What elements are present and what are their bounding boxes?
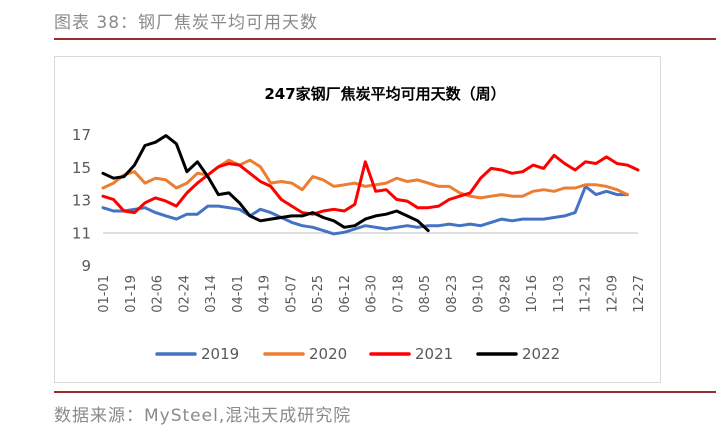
x-tick-label: 06-12: [338, 275, 353, 313]
legend-label-2019: 2019: [201, 345, 239, 363]
x-tick-label: 03-14: [204, 275, 219, 313]
x-tick-label: 05-07: [284, 275, 299, 313]
chart-panel: 247家钢厂焦炭平均可用天数（周） 9 11 13 15 17 01-01 01-19 02…: [54, 56, 661, 383]
legend-label-2021: 2021: [415, 345, 453, 363]
bottom-rule: [54, 391, 716, 393]
x-axis: 01-01 01-19 02-06 02-24 03-14 04-01 04-19 05-07…: [97, 275, 647, 313]
legend-label-2020: 2020: [309, 345, 347, 363]
y-tick-label: 13: [72, 192, 91, 210]
series-line-2020: [101, 158, 629, 200]
top-rule: [54, 38, 716, 40]
line-chart: 247家钢厂焦炭平均可用天数（周） 9 11 13 15 17 01-01 01-19 02…: [72, 85, 647, 363]
y-tick-label: 17: [72, 126, 91, 144]
x-tick-label: 11-03: [552, 275, 567, 313]
legend: 2019 2020 2021 2022: [155, 345, 560, 363]
series-line-2021: [101, 153, 640, 216]
x-tick-label: 01-19: [124, 275, 139, 313]
x-tick-label: 02-24: [177, 275, 192, 313]
figure-caption: 图表 38：钢厂焦炭平均可用天数: [54, 13, 319, 33]
series-group: [101, 134, 640, 236]
x-tick-label: 04-19: [258, 275, 273, 313]
x-tick-label: 01-01: [97, 275, 112, 313]
x-tick-label: 10-16: [525, 275, 540, 313]
series-line-2019: [101, 184, 629, 236]
x-tick-label: 11-21: [579, 275, 594, 313]
x-tick-label: 06-30: [365, 275, 380, 313]
x-tick-label: 12-09: [605, 275, 620, 313]
y-tick-label: 9: [81, 257, 91, 275]
chart-title: 247家钢厂焦炭平均可用天数（周）: [264, 85, 505, 103]
x-tick-label: 12-27: [632, 275, 647, 313]
x-tick-label: 09-10: [472, 275, 487, 313]
x-tick-label: 08-05: [418, 275, 433, 313]
x-tick-label: 04-01: [231, 275, 246, 313]
y-tick-label: 15: [72, 159, 91, 177]
x-tick-label: 02-06: [151, 275, 166, 313]
series-line-2022: [101, 134, 430, 233]
y-axis: 9 11 13 15 17: [72, 126, 91, 275]
source-note: 数据来源：MySteel,混沌天成研究院: [54, 406, 352, 426]
legend-label-2022: 2022: [522, 345, 560, 363]
x-tick-label: 09-28: [498, 275, 513, 313]
x-tick-label: 08-23: [445, 275, 460, 313]
x-tick-label: 05-25: [311, 275, 326, 313]
y-tick-label: 11: [72, 224, 91, 242]
x-tick-label: 07-18: [391, 275, 406, 313]
